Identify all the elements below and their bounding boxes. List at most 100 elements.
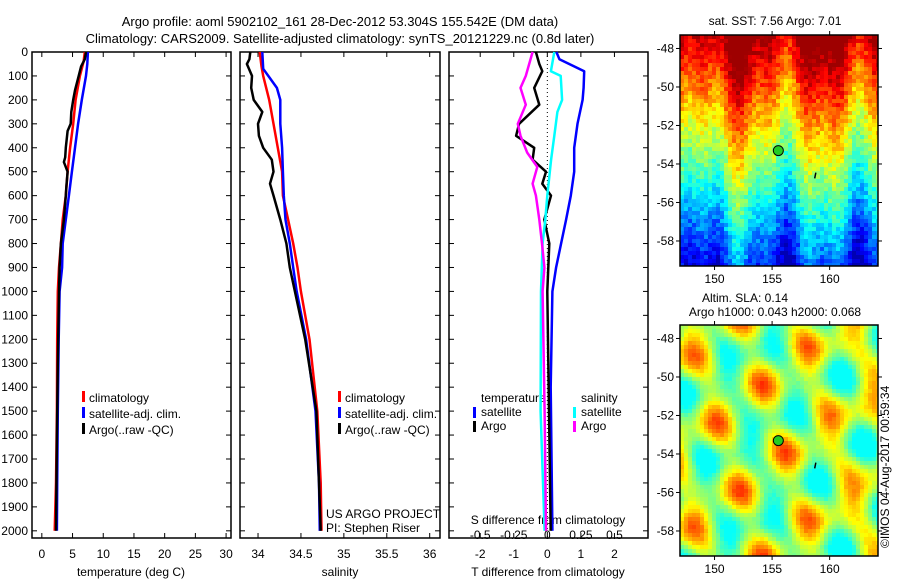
legend-label-t-argo: Argo: [481, 419, 507, 433]
sla-map-title: Altim. SLA: 0.14: [702, 291, 788, 305]
differences-xtick-label: -2: [475, 547, 486, 561]
salinity-series-argo-raw-qc-: [245, 51, 322, 531]
sst-map-argo-marker: [772, 145, 784, 157]
legend-label-climatology: climatology: [345, 391, 405, 405]
depth-tick-label: 1100: [2, 308, 28, 322]
sla-map-ytick-label: -58: [657, 524, 675, 538]
depth-tick-label: 2000: [1, 524, 28, 538]
salinity-xtick-label: 36: [423, 547, 437, 561]
sst-map-ytick-label: -54: [657, 157, 675, 171]
t-diff-xlabel: T difference from climatology: [471, 565, 625, 579]
differences-plot-frame: [448, 51, 649, 539]
depth-tick-label: 1400: [1, 380, 28, 394]
depth-tick-label: 1700: [1, 452, 28, 466]
legend-label-climatology: climatology: [89, 391, 149, 405]
salinity-series-climatology: [258, 51, 323, 531]
sst-map-xtick-label: 160: [820, 272, 840, 286]
legend-swatch-s-satellite: [573, 407, 576, 418]
legend-swatch-satellite: [82, 407, 85, 418]
legend-label-s-satellite: satellite: [581, 405, 622, 419]
depth-tick-label: 800: [8, 237, 28, 251]
temperature-xlabel: temperature (deg C): [77, 565, 185, 579]
sla-map-ytick-label: -48: [657, 331, 675, 345]
sst-map-track-mark: [813, 172, 817, 179]
sst-map-ytick-label: -52: [657, 118, 675, 132]
legend-swatch-s-argo: [573, 421, 576, 432]
depth-tick-label: 900: [8, 260, 28, 274]
sla-map-ytick-label: -50: [657, 370, 675, 384]
temperature-legend: climatology satellite-adj. clim. Argo(..…: [82, 391, 181, 437]
s-diff-tick-label: -0.25: [500, 528, 528, 542]
depth-tick-label: 700: [8, 213, 28, 227]
s-diff-tick-label: 0: [544, 528, 551, 542]
legend-label-s-argo: Argo: [581, 419, 607, 433]
legend-label-satellite: satellite-adj. clim.: [345, 407, 437, 421]
depth-tick-label: 1300: [1, 356, 28, 370]
depth-tick-label: 600: [8, 189, 28, 203]
depth-tick-label: 1900: [1, 500, 28, 514]
temperature-xtick-label: 10: [97, 547, 111, 561]
watermark: ©IMOS 04-Aug-2017 00:59:34: [878, 385, 892, 548]
s-diff-xlabel: S difference from climatology: [471, 513, 626, 527]
depth-tick-label: 1600: [1, 428, 28, 442]
temperature-xtick-label: 25: [189, 547, 203, 561]
temperature-xtick-label: 30: [219, 547, 233, 561]
temperature-xtick-label: 5: [69, 547, 76, 561]
legend-title-salinity: salinity: [581, 391, 618, 405]
legend-swatch-t-satellite: [473, 407, 476, 418]
sst-map-xtick-label: 150: [705, 272, 725, 286]
depth-tick-label: 1200: [1, 332, 28, 346]
salinity-xtick-label: 35: [337, 547, 351, 561]
title-line-1: Argo profile: aoml 5902102_161 28-Dec-20…: [122, 14, 559, 29]
differences-series-s-satellite: [539, 51, 564, 531]
sla-map-ytick-label: -54: [657, 447, 675, 461]
s-diff-tick-label: -0.5: [470, 528, 491, 542]
title-line-2: Climatology: CARS2009. Satellite-adjuste…: [86, 31, 595, 46]
sst-map-title: sat. SST: 7.56 Argo: 7.01: [709, 14, 842, 28]
sla-map-xtick-label: 160: [820, 562, 840, 576]
salinity-xlabel: salinity: [322, 565, 359, 579]
sla-map-ytick-label: -52: [657, 408, 675, 422]
depth-tick-label: 400: [8, 141, 28, 155]
temperature-xtick-label: 20: [158, 547, 172, 561]
differences-xtick-label: 2: [611, 547, 618, 561]
differences-series-t-satellite: [549, 51, 586, 531]
sla-map-track-mark: [813, 462, 817, 469]
depth-tick-label: 500: [8, 165, 28, 179]
legend-title-temperature: temperature: [481, 391, 546, 405]
depth-tick-label: 1500: [1, 404, 28, 418]
temperature-series-argo-raw-qc-: [54, 51, 88, 531]
depth-tick-label: 300: [8, 117, 28, 131]
sla-map-xtick-label: 155: [762, 562, 782, 576]
legend-swatch-climatology: [338, 391, 341, 402]
project-name: US ARGO PROJECT: [326, 507, 441, 521]
legend-label-argo: Argo(..raw -QC): [345, 423, 430, 437]
legend-label-argo: Argo(..raw -QC): [89, 423, 174, 437]
differences-legend: temperature satellite Argo salinity sate…: [473, 391, 622, 433]
salinity-plot-frame: [239, 51, 441, 539]
salinity-series-satellite-adj-clim-: [261, 51, 322, 531]
legend-swatch-satellite: [338, 407, 341, 418]
depth-tick-label: 0: [21, 45, 28, 59]
sst-map-xtick-label: 155: [762, 272, 782, 286]
sla-map-xtick-label: 150: [705, 562, 725, 576]
salinity-xtick-label: 34: [251, 547, 265, 561]
sst-map-ytick-label: -56: [657, 195, 675, 209]
sst-map-ytick-label: -58: [657, 234, 675, 248]
legend-swatch-argo: [82, 423, 85, 434]
salinity-xtick-label: 35.5: [375, 547, 399, 561]
salinity-xtick-label: 34.5: [289, 547, 313, 561]
project-pi: PI: Stephen Riser: [326, 521, 420, 535]
sst-map-ytick-label: -48: [657, 41, 675, 55]
sla-map-frame: [679, 324, 879, 557]
differences-xtick-label: -1: [508, 547, 519, 561]
differences-xtick-label: 1: [578, 547, 585, 561]
salinity-legend: climatology satellite-adj. clim. Argo(..…: [338, 391, 437, 437]
depth-tick-label: 100: [8, 69, 28, 83]
temperature-plot-frame: [31, 51, 232, 539]
depth-tick-label: 1800: [1, 476, 28, 490]
s-diff-tick-label: 0.25: [569, 528, 593, 542]
depth-tick-label: 200: [8, 93, 28, 107]
legend-label-satellite: satellite-adj. clim.: [89, 407, 181, 421]
